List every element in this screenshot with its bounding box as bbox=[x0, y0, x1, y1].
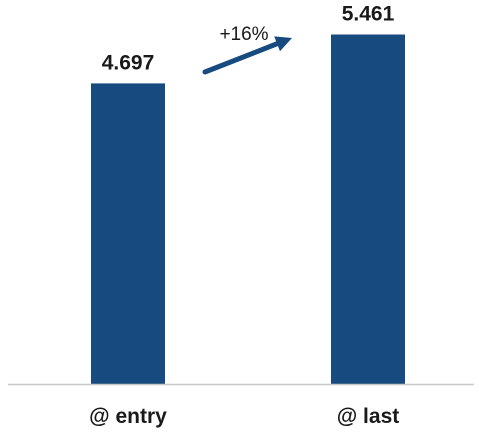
category-label-1: @ last bbox=[337, 405, 400, 428]
bars-layer bbox=[91, 34, 405, 384]
category-label-0: @ entry bbox=[89, 405, 167, 428]
bar-0 bbox=[91, 83, 165, 384]
growth-percent-label: +16% bbox=[219, 24, 268, 45]
bar-value-label-1: 5.461 bbox=[342, 2, 395, 25]
growth-annotation: +16% bbox=[202, 24, 292, 75]
bar-value-label-0: 4.697 bbox=[102, 51, 155, 74]
bar-1 bbox=[331, 34, 405, 384]
labels-layer: 4.697 @ entry 5.461 @ last bbox=[89, 2, 399, 428]
growth-arrowhead-icon bbox=[274, 36, 292, 52]
growth-arrow-icon bbox=[202, 38, 287, 75]
